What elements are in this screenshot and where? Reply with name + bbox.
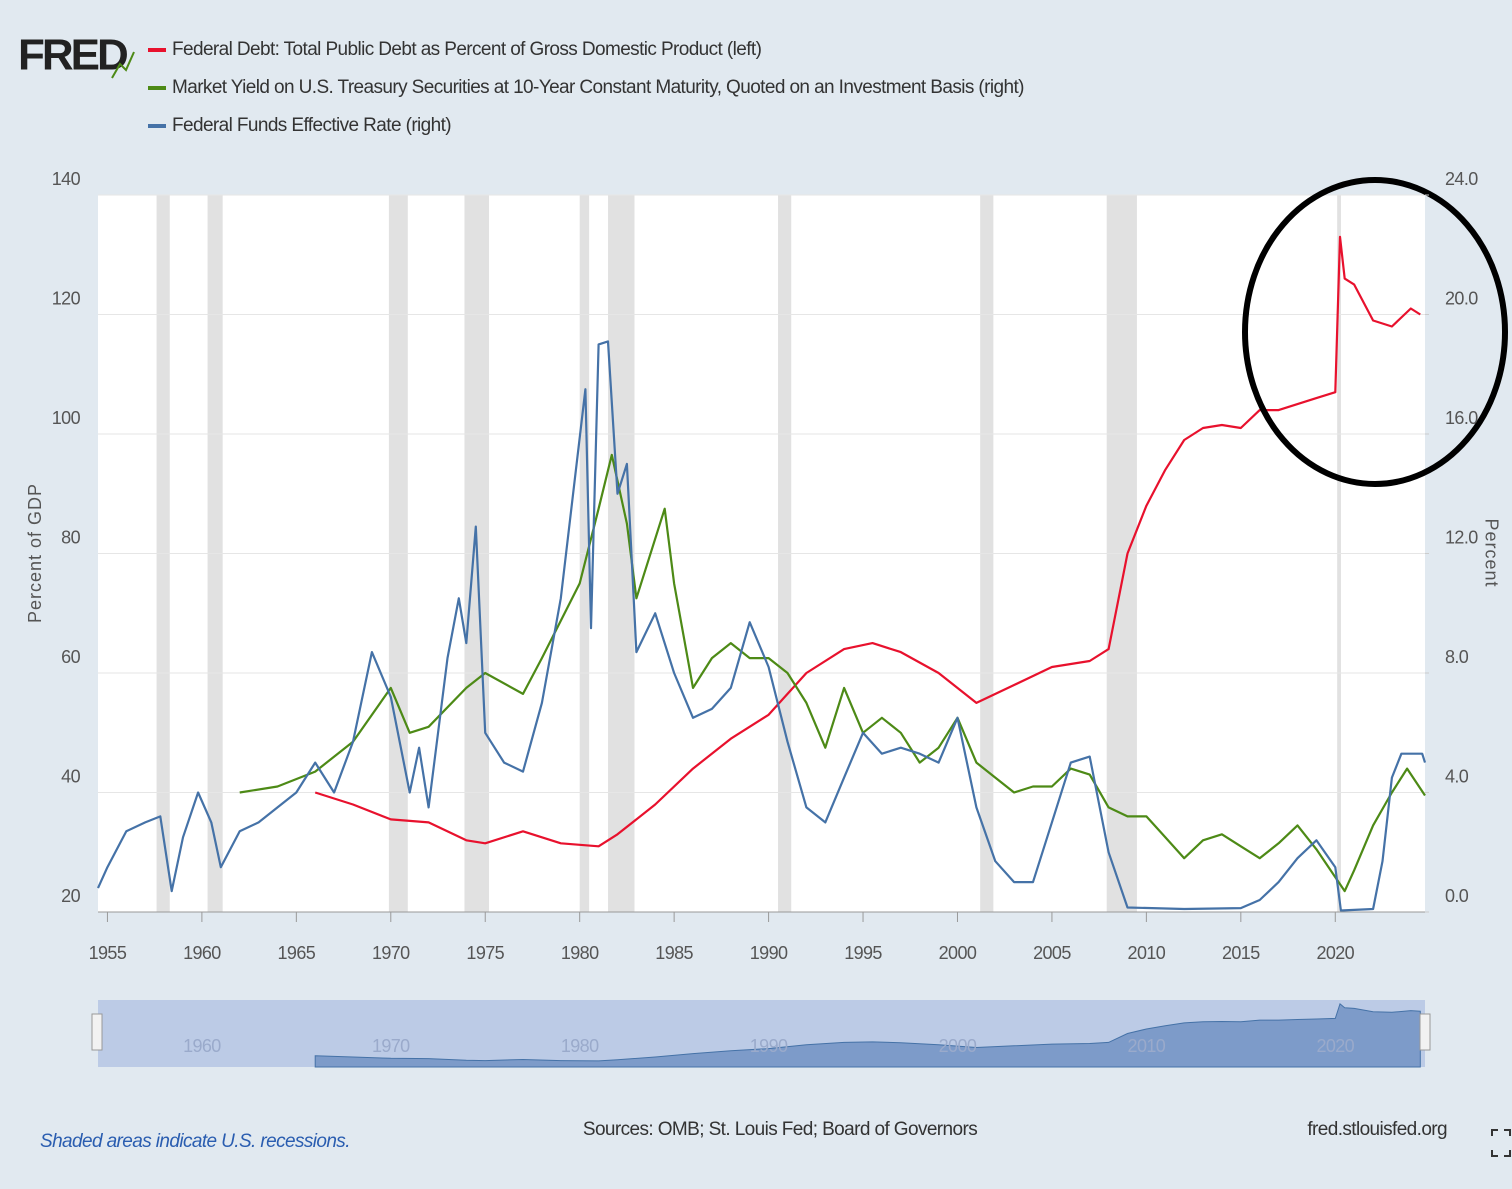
y-tick-label: 80 [61, 527, 80, 547]
y2-tick-label: 12.0 [1445, 527, 1478, 547]
y2-tick-label: 4.0 [1445, 766, 1469, 786]
y-tick-label: 60 [61, 647, 80, 667]
y-axis-title: Percent of GDP [25, 483, 45, 623]
logo-icon [111, 51, 135, 79]
navigator-tick-label: 2010 [1128, 1036, 1166, 1056]
navigator-handle[interactable] [91, 1013, 103, 1051]
recession-note: Shaded areas indicate U.S. recessions. [40, 1131, 350, 1152]
x-tick-label: 2005 [1033, 943, 1071, 963]
site: fred.stlouisfed.org [1307, 1119, 1447, 1140]
y-tick-label: 100 [52, 408, 81, 428]
navigator-handle[interactable] [1419, 1013, 1431, 1051]
y-tick-label: 20 [61, 886, 80, 906]
x-tick-label: 1995 [844, 943, 882, 963]
x-tick-label: 1975 [466, 943, 504, 963]
y2-tick-label: 8.0 [1445, 647, 1469, 667]
y-tick-label: 140 [52, 169, 81, 189]
navigator-tick-label: 1990 [750, 1036, 788, 1056]
logo: FRED [18, 31, 127, 80]
series-line [239, 453, 1426, 893]
x-tick-label: 1970 [372, 943, 410, 963]
y2-tick-label: 24.0 [1445, 169, 1478, 189]
x-tick-label: 2015 [1222, 943, 1260, 963]
y2-tick-label: 0.0 [1445, 886, 1469, 906]
x-tick-label: 2010 [1128, 943, 1166, 963]
x-tick-label: 1955 [89, 943, 127, 963]
x-tick-label: 2020 [1316, 943, 1354, 963]
source: Sources: OMB; St. Louis Fed; Board of Go… [583, 1119, 977, 1140]
y-tick-label: 120 [52, 288, 81, 308]
x-tick-label: 1990 [750, 943, 788, 963]
navigator-tick-label: 1980 [561, 1036, 599, 1056]
legend-label: Federal Debt: Total Public Debt as Perce… [172, 39, 762, 60]
navigator-tick-label: 1960 [183, 1036, 221, 1056]
y2-tick-label: 20.0 [1445, 288, 1478, 308]
x-tick-label: 2000 [939, 943, 977, 963]
navigator-area [314, 1003, 1421, 1068]
x-tick-label: 1985 [655, 943, 693, 963]
series-line [314, 235, 1421, 848]
navigator-tick-label: 2000 [939, 1036, 977, 1056]
x-tick-label: 1960 [183, 943, 221, 963]
highlight-circle [1242, 177, 1508, 487]
x-tick-label: 1965 [278, 943, 316, 963]
legend-label: Federal Funds Effective Rate (right) [172, 115, 451, 136]
y2-axis-title: Percent [1481, 518, 1501, 587]
series-line [96, 340, 1427, 912]
navigator-tick-label: 2020 [1316, 1036, 1354, 1056]
navigator-tick-label: 1970 [372, 1036, 410, 1056]
fullscreen-icon[interactable] [1491, 1129, 1511, 1157]
legend-label: Market Yield on U.S. Treasury Securities… [172, 77, 1024, 98]
y2-tick-label: 16.0 [1445, 408, 1478, 428]
y-tick-label: 40 [61, 766, 80, 786]
x-tick-label: 1980 [561, 943, 599, 963]
